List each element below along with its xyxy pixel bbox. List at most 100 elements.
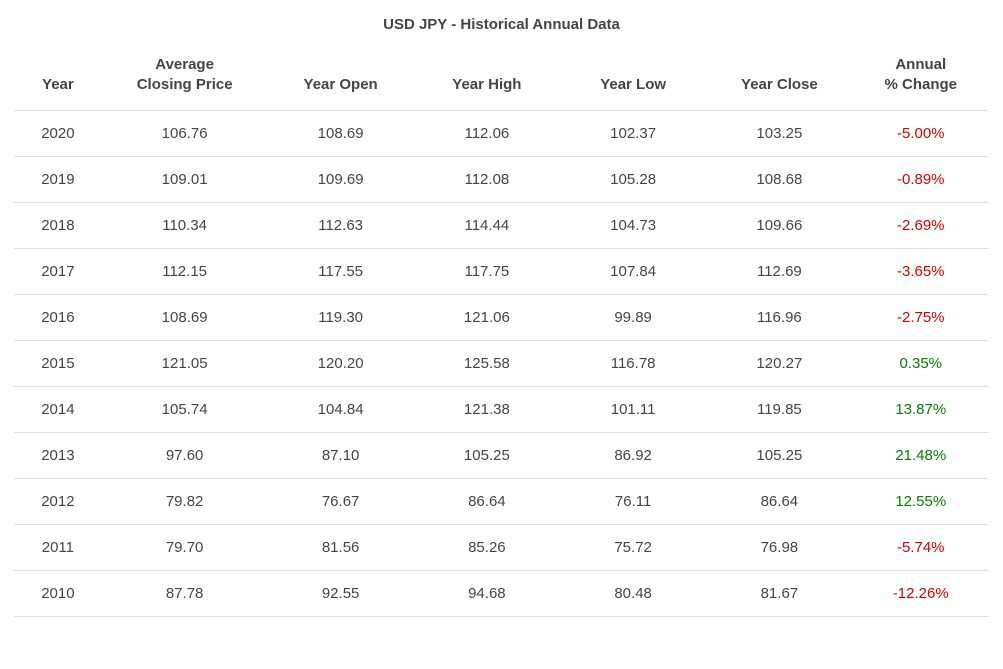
- cell-year_high: 121.06: [414, 294, 560, 340]
- header-row: Year AverageClosing Price Year Open Year…: [14, 45, 989, 110]
- cell-year: 2020: [14, 110, 102, 156]
- cell-year: 2015: [14, 340, 102, 386]
- cell-avg_close: 79.70: [102, 524, 268, 570]
- cell-year_close: 81.67: [706, 570, 852, 616]
- col-header-year-low: Year Low: [560, 45, 706, 110]
- cell-year_open: 119.30: [268, 294, 414, 340]
- cell-year_open: 104.84: [268, 386, 414, 432]
- cell-avg_close: 105.74: [102, 386, 268, 432]
- table-row: 2016108.69119.30121.0699.89116.96-2.75%: [14, 294, 989, 340]
- cell-year_close: 119.85: [706, 386, 852, 432]
- table-head: Year AverageClosing Price Year Open Year…: [14, 45, 989, 110]
- cell-annual_pct_change: -2.69%: [853, 202, 990, 248]
- cell-avg_close: 106.76: [102, 110, 268, 156]
- cell-annual_pct_change: 13.87%: [853, 386, 990, 432]
- cell-avg_close: 87.78: [102, 570, 268, 616]
- table-row: 201397.6087.10105.2586.92105.2521.48%: [14, 432, 989, 478]
- cell-year: 2017: [14, 248, 102, 294]
- cell-year: 2012: [14, 478, 102, 524]
- cell-year_high: 94.68: [414, 570, 560, 616]
- cell-year: 2018: [14, 202, 102, 248]
- cell-annual_pct_change: -5.74%: [853, 524, 990, 570]
- table-row: 2015121.05120.20125.58116.78120.270.35%: [14, 340, 989, 386]
- cell-year_low: 75.72: [560, 524, 706, 570]
- cell-annual_pct_change: -3.65%: [853, 248, 990, 294]
- cell-year_open: 120.20: [268, 340, 414, 386]
- table-row: 2018110.34112.63114.44104.73109.66-2.69%: [14, 202, 989, 248]
- cell-year_close: 120.27: [706, 340, 852, 386]
- col-header-year-close: Year Close: [706, 45, 852, 110]
- cell-year_low: 76.11: [560, 478, 706, 524]
- cell-annual_pct_change: 21.48%: [853, 432, 990, 478]
- cell-year_close: 116.96: [706, 294, 852, 340]
- cell-year_close: 86.64: [706, 478, 852, 524]
- table-row: 201179.7081.5685.2675.7276.98-5.74%: [14, 524, 989, 570]
- col-header-annual-change: Annual% Change: [853, 45, 990, 110]
- cell-year_open: 108.69: [268, 110, 414, 156]
- col-header-year-high: Year High: [414, 45, 560, 110]
- cell-annual_pct_change: -12.26%: [853, 570, 990, 616]
- cell-year_high: 125.58: [414, 340, 560, 386]
- cell-year_low: 102.37: [560, 110, 706, 156]
- cell-avg_close: 108.69: [102, 294, 268, 340]
- cell-year_close: 76.98: [706, 524, 852, 570]
- cell-year_low: 107.84: [560, 248, 706, 294]
- cell-year_low: 101.11: [560, 386, 706, 432]
- table-body: 2020106.76108.69112.06102.37103.25-5.00%…: [14, 110, 989, 616]
- table-row: 2019109.01109.69112.08105.28108.68-0.89%: [14, 156, 989, 202]
- col-header-year-open: Year Open: [268, 45, 414, 110]
- cell-year_close: 108.68: [706, 156, 852, 202]
- cell-year_open: 76.67: [268, 478, 414, 524]
- cell-year_close: 103.25: [706, 110, 852, 156]
- cell-year_high: 121.38: [414, 386, 560, 432]
- cell-year_open: 112.63: [268, 202, 414, 248]
- cell-year_high: 112.08: [414, 156, 560, 202]
- table-row: 2014105.74104.84121.38101.11119.8513.87%: [14, 386, 989, 432]
- cell-year_close: 105.25: [706, 432, 852, 478]
- cell-year_high: 117.75: [414, 248, 560, 294]
- table-title: USD JPY - Historical Annual Data: [14, 10, 989, 45]
- cell-year: 2011: [14, 524, 102, 570]
- cell-year_open: 87.10: [268, 432, 414, 478]
- cell-year: 2014: [14, 386, 102, 432]
- cell-year_high: 112.06: [414, 110, 560, 156]
- cell-year_low: 116.78: [560, 340, 706, 386]
- cell-year: 2019: [14, 156, 102, 202]
- cell-annual_pct_change: -0.89%: [853, 156, 990, 202]
- cell-avg_close: 109.01: [102, 156, 268, 202]
- cell-annual_pct_change: 12.55%: [853, 478, 990, 524]
- cell-avg_close: 110.34: [102, 202, 268, 248]
- table-row: 201279.8276.6786.6476.1186.6412.55%: [14, 478, 989, 524]
- cell-avg_close: 97.60: [102, 432, 268, 478]
- cell-annual_pct_change: -5.00%: [853, 110, 990, 156]
- cell-avg_close: 79.82: [102, 478, 268, 524]
- col-header-avg-close: AverageClosing Price: [102, 45, 268, 110]
- cell-annual_pct_change: -2.75%: [853, 294, 990, 340]
- cell-year: 2016: [14, 294, 102, 340]
- table-row: 201087.7892.5594.6880.4881.67-12.26%: [14, 570, 989, 616]
- cell-avg_close: 112.15: [102, 248, 268, 294]
- cell-year_open: 117.55: [268, 248, 414, 294]
- col-header-year: Year: [14, 45, 102, 110]
- cell-year_open: 109.69: [268, 156, 414, 202]
- cell-year_low: 86.92: [560, 432, 706, 478]
- cell-year_low: 104.73: [560, 202, 706, 248]
- cell-annual_pct_change: 0.35%: [853, 340, 990, 386]
- cell-year_open: 92.55: [268, 570, 414, 616]
- cell-year_high: 114.44: [414, 202, 560, 248]
- cell-year_high: 85.26: [414, 524, 560, 570]
- cell-year_low: 105.28: [560, 156, 706, 202]
- cell-year_high: 105.25: [414, 432, 560, 478]
- cell-year_open: 81.56: [268, 524, 414, 570]
- cell-avg_close: 121.05: [102, 340, 268, 386]
- historical-data-table: Year AverageClosing Price Year Open Year…: [14, 45, 989, 617]
- cell-year_close: 112.69: [706, 248, 852, 294]
- cell-year_low: 80.48: [560, 570, 706, 616]
- table-row: 2017112.15117.55117.75107.84112.69-3.65%: [14, 248, 989, 294]
- table-row: 2020106.76108.69112.06102.37103.25-5.00%: [14, 110, 989, 156]
- cell-year_high: 86.64: [414, 478, 560, 524]
- cell-year: 2013: [14, 432, 102, 478]
- cell-year_close: 109.66: [706, 202, 852, 248]
- cell-year_low: 99.89: [560, 294, 706, 340]
- cell-year: 2010: [14, 570, 102, 616]
